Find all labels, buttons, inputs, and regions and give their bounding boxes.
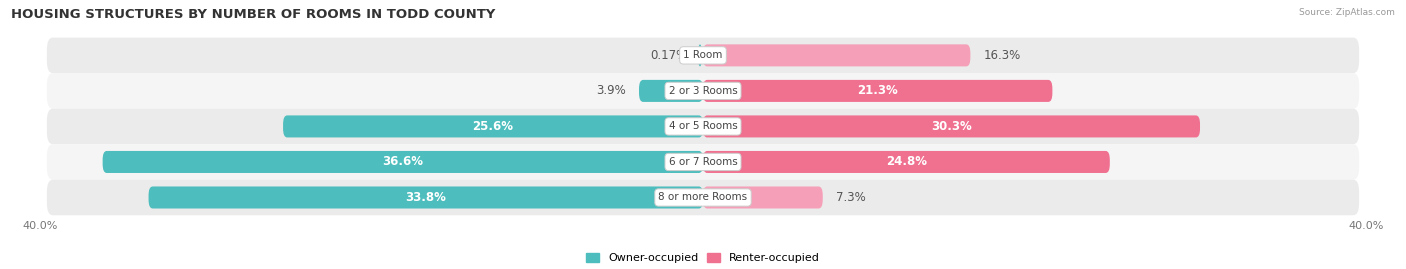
Text: 40.0%: 40.0% [1348, 221, 1384, 231]
FancyBboxPatch shape [699, 44, 702, 66]
Text: 7.3%: 7.3% [835, 191, 866, 204]
FancyBboxPatch shape [46, 109, 1360, 144]
Text: 24.8%: 24.8% [886, 155, 927, 168]
Text: Source: ZipAtlas.com: Source: ZipAtlas.com [1299, 8, 1395, 17]
FancyBboxPatch shape [46, 38, 1360, 73]
Text: 8 or more Rooms: 8 or more Rooms [658, 193, 748, 203]
Legend: Owner-occupied, Renter-occupied: Owner-occupied, Renter-occupied [581, 248, 825, 268]
Text: 16.3%: 16.3% [984, 49, 1021, 62]
FancyBboxPatch shape [640, 80, 703, 102]
Text: 21.3%: 21.3% [858, 84, 898, 97]
Text: 1 Room: 1 Room [683, 50, 723, 60]
Text: 25.6%: 25.6% [472, 120, 513, 133]
Text: 36.6%: 36.6% [382, 155, 423, 168]
Text: 6 or 7 Rooms: 6 or 7 Rooms [669, 157, 737, 167]
Text: 2 or 3 Rooms: 2 or 3 Rooms [669, 86, 737, 96]
FancyBboxPatch shape [103, 151, 703, 173]
FancyBboxPatch shape [703, 115, 1201, 137]
Text: 40.0%: 40.0% [22, 221, 58, 231]
FancyBboxPatch shape [703, 186, 823, 208]
FancyBboxPatch shape [283, 115, 703, 137]
Text: HOUSING STRUCTURES BY NUMBER OF ROOMS IN TODD COUNTY: HOUSING STRUCTURES BY NUMBER OF ROOMS IN… [11, 8, 496, 21]
FancyBboxPatch shape [703, 44, 970, 66]
Text: 0.17%: 0.17% [650, 49, 688, 62]
FancyBboxPatch shape [46, 144, 1360, 180]
Text: 4 or 5 Rooms: 4 or 5 Rooms [669, 121, 737, 132]
FancyBboxPatch shape [46, 180, 1360, 215]
FancyBboxPatch shape [703, 151, 1109, 173]
Text: 30.3%: 30.3% [931, 120, 972, 133]
FancyBboxPatch shape [703, 80, 1052, 102]
FancyBboxPatch shape [46, 73, 1360, 109]
Text: 33.8%: 33.8% [405, 191, 446, 204]
Text: 3.9%: 3.9% [596, 84, 626, 97]
FancyBboxPatch shape [149, 186, 703, 208]
